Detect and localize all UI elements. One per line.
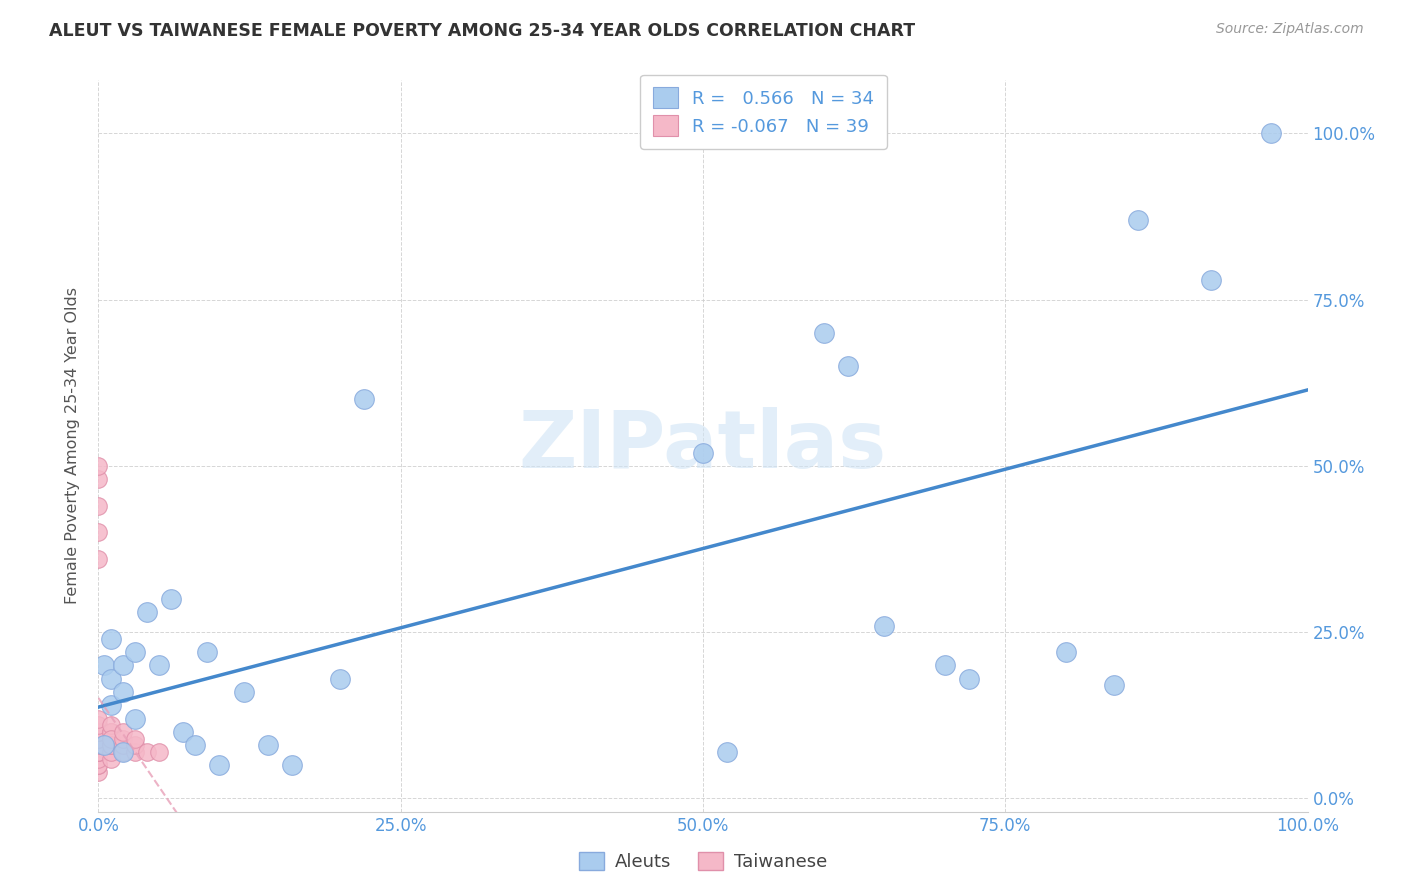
Point: [111, 658, 134, 673]
Point: [329, 672, 352, 686]
Point: [124, 731, 146, 746]
Point: [87, 745, 110, 759]
Point: [1128, 213, 1150, 227]
Point: [172, 725, 194, 739]
Point: [111, 745, 134, 759]
Point: [208, 758, 231, 772]
Point: [111, 731, 134, 746]
Text: ZIPatlas: ZIPatlas: [519, 407, 887, 485]
Point: [873, 618, 896, 632]
Point: [87, 731, 110, 746]
Point: [87, 718, 110, 732]
Point: [353, 392, 375, 407]
Point: [957, 672, 980, 686]
Point: [837, 359, 859, 374]
Y-axis label: Female Poverty Among 25-34 Year Olds: Female Poverty Among 25-34 Year Olds: [65, 287, 80, 605]
Point: [281, 758, 304, 772]
Point: [87, 764, 110, 779]
Point: [934, 658, 956, 673]
Point: [93, 658, 115, 673]
Point: [87, 725, 110, 739]
Point: [1054, 645, 1077, 659]
Point: [111, 725, 134, 739]
Text: ALEUT VS TAIWANESE FEMALE POVERTY AMONG 25-34 YEAR OLDS CORRELATION CHART: ALEUT VS TAIWANESE FEMALE POVERTY AMONG …: [49, 22, 915, 40]
Point: [124, 745, 146, 759]
Point: [124, 712, 146, 726]
Point: [1102, 678, 1125, 692]
Point: [87, 738, 110, 752]
Legend: Aleuts, Taiwanese: Aleuts, Taiwanese: [571, 845, 835, 879]
Point: [87, 458, 110, 473]
Text: Source: ZipAtlas.com: Source: ZipAtlas.com: [1216, 22, 1364, 37]
Point: [1260, 127, 1282, 141]
Point: [100, 731, 122, 746]
Point: [1199, 273, 1222, 287]
Point: [87, 745, 110, 759]
Point: [100, 738, 122, 752]
Point: [87, 712, 110, 726]
Point: [100, 745, 122, 759]
Point: [87, 731, 110, 746]
Point: [100, 632, 122, 646]
Point: [87, 758, 110, 772]
Point: [100, 718, 122, 732]
Point: [87, 552, 110, 566]
Point: [111, 745, 134, 759]
Point: [87, 758, 110, 772]
Point: [195, 645, 218, 659]
Point: [100, 698, 122, 713]
Point: [100, 725, 122, 739]
Point: [124, 645, 146, 659]
Point: [87, 751, 110, 765]
Point: [87, 745, 110, 759]
Point: [124, 738, 146, 752]
Point: [716, 745, 738, 759]
Point: [692, 445, 714, 459]
Point: [135, 745, 157, 759]
Point: [135, 605, 157, 619]
Point: [232, 685, 254, 699]
Point: [184, 738, 207, 752]
Point: [148, 745, 170, 759]
Point: [87, 499, 110, 513]
Point: [111, 738, 134, 752]
Point: [111, 685, 134, 699]
Point: [87, 725, 110, 739]
Point: [100, 672, 122, 686]
Point: [100, 751, 122, 765]
Point: [148, 658, 170, 673]
Point: [100, 738, 122, 752]
Point: [87, 738, 110, 752]
Point: [87, 525, 110, 540]
Point: [100, 725, 122, 739]
Point: [100, 731, 122, 746]
Point: [87, 725, 110, 739]
Point: [87, 472, 110, 486]
Point: [93, 738, 115, 752]
Legend: R =   0.566   N = 34, R = -0.067   N = 39: R = 0.566 N = 34, R = -0.067 N = 39: [640, 75, 887, 149]
Point: [813, 326, 835, 340]
Point: [160, 591, 183, 606]
Point: [256, 738, 278, 752]
